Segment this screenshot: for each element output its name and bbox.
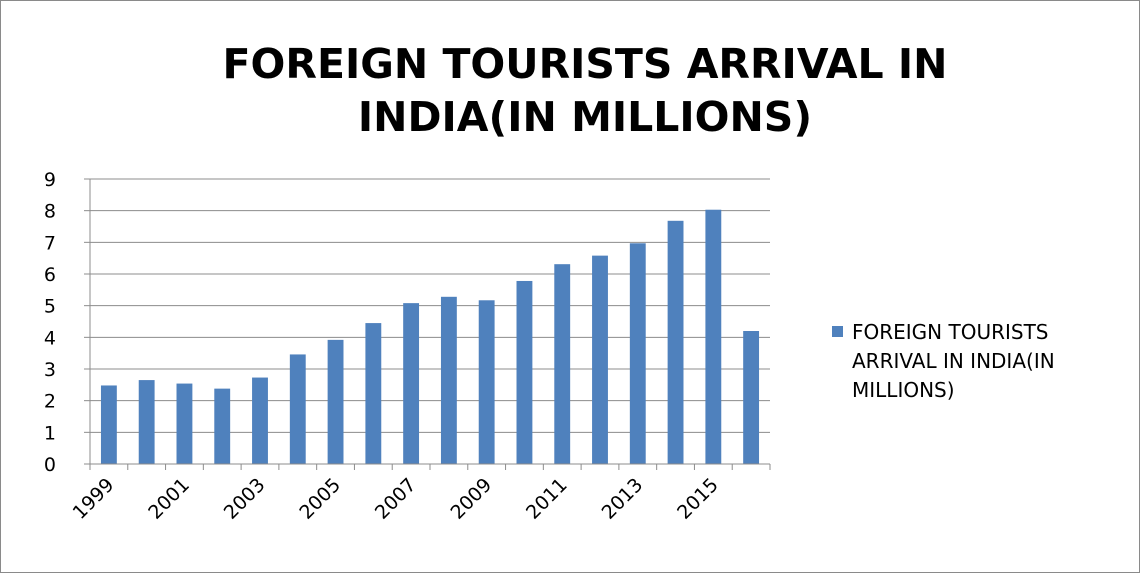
bar-2003 <box>252 377 268 464</box>
x-tick-label: 2007 <box>371 474 421 524</box>
chart-title: FOREIGN TOURISTS ARRIVAL IN INDIA(IN MIL… <box>222 40 948 141</box>
bar-2005 <box>327 339 344 464</box>
bars <box>100 209 760 464</box>
x-tick-label: 2009 <box>446 474 496 524</box>
y-tick-label: 0 <box>44 454 56 476</box>
bar-2007 <box>403 303 420 464</box>
y-tick-label: 3 <box>44 359 56 381</box>
x-tick-labels: 1999 2001 2003 2005 2007 2009 2011 2013 2015 <box>69 474 723 524</box>
bar-2010 <box>516 280 533 464</box>
y-tick-label: 7 <box>44 232 56 254</box>
y-tick-label: 5 <box>44 296 56 318</box>
x-tick-label: 2005 <box>295 474 345 524</box>
x-tick-label: 1999 <box>69 474 119 524</box>
bar-2001 <box>176 383 193 464</box>
bar-2013 <box>629 243 646 464</box>
bar-2004 <box>289 354 306 464</box>
bar-2009 <box>478 300 495 464</box>
bar-2002 <box>214 388 231 464</box>
bar-2015 <box>705 209 722 464</box>
bar-2016 <box>743 331 760 464</box>
y-tick-label: 6 <box>44 264 56 286</box>
bar-2011 <box>554 264 571 464</box>
x-tick-label: 2015 <box>673 474 723 524</box>
gridlines <box>90 178 770 433</box>
x-tick-label: 2013 <box>598 474 648 524</box>
x-tick-label: 2003 <box>220 474 270 524</box>
y-tick-label: 2 <box>44 391 56 413</box>
x-tick-label: 2001 <box>144 474 194 524</box>
y-tick-label: 8 <box>44 201 56 223</box>
y-tick-label: 1 <box>44 422 56 444</box>
x-tick-label: 2011 <box>522 474 572 524</box>
legend-swatch <box>832 326 843 337</box>
bar-2006 <box>365 323 382 464</box>
legend-label: FOREIGN TOURISTS ARRIVAL IN INDIA(IN MIL… <box>852 320 1055 402</box>
bar-2000 <box>138 380 155 464</box>
y-tick-labels: 0 1 2 3 4 5 6 7 8 9 <box>44 169 56 476</box>
axes <box>84 178 771 470</box>
y-tick-label: 9 <box>44 169 56 191</box>
y-tick-label: 4 <box>44 327 56 349</box>
bar-1999 <box>100 385 117 464</box>
bar-2008 <box>440 296 457 464</box>
bar-2012 <box>592 255 608 464</box>
bar-2014 <box>667 220 684 464</box>
